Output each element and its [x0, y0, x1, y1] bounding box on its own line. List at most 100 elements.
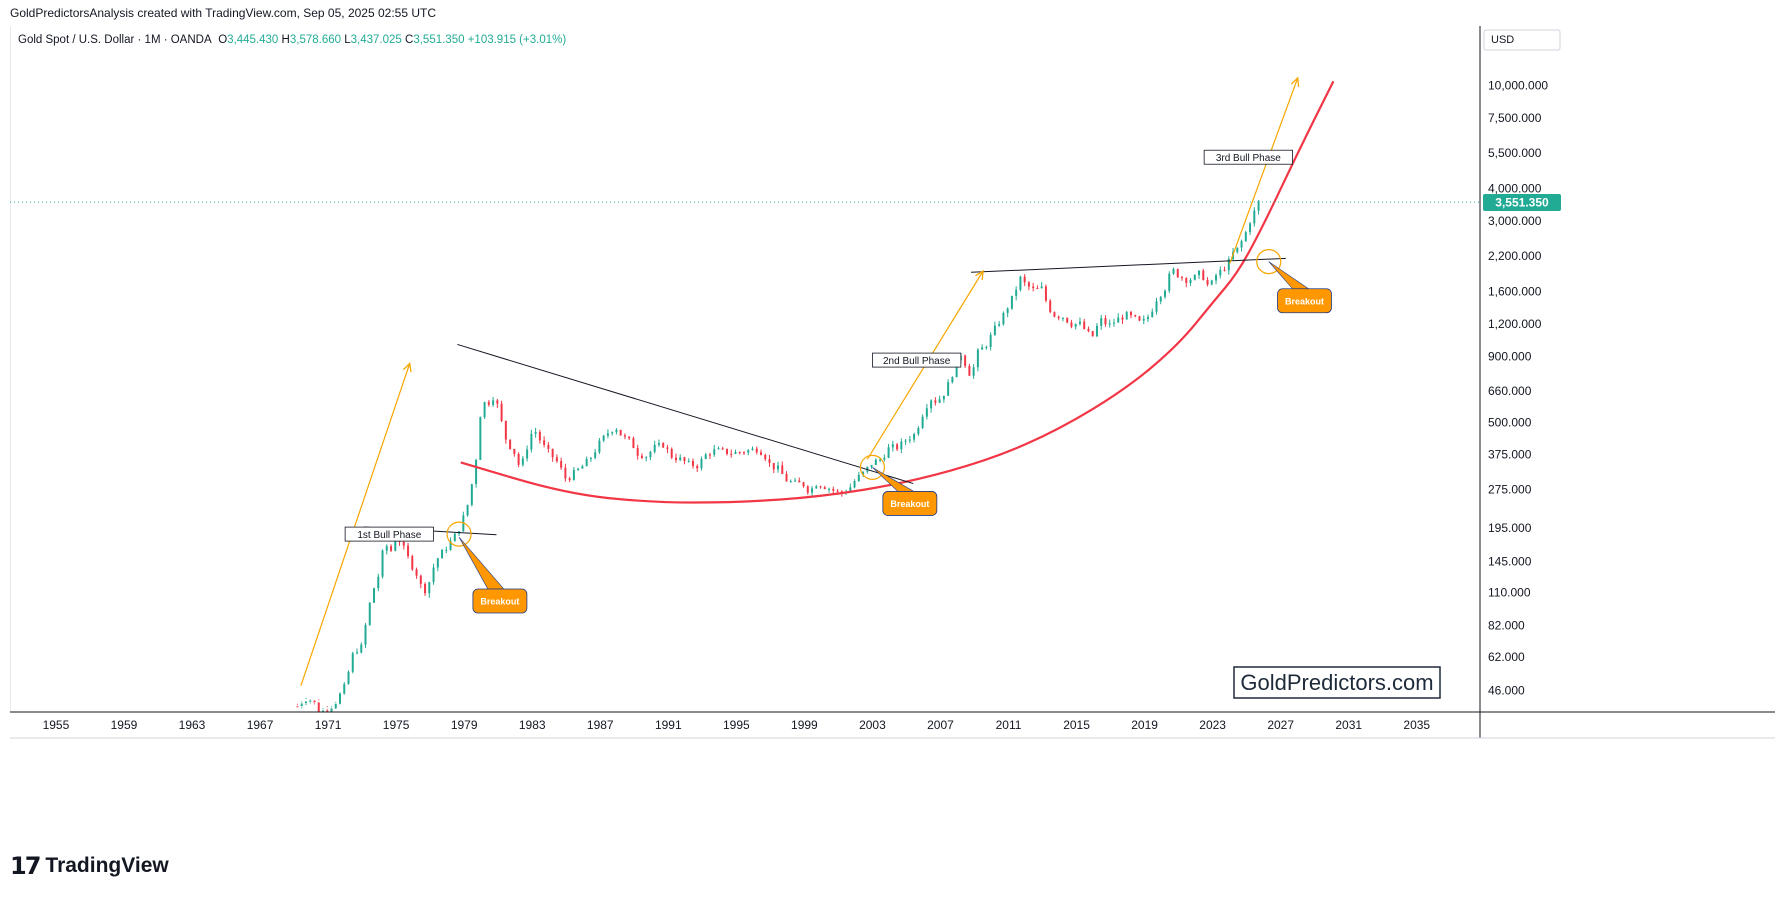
- x-tick-label: 2007: [927, 718, 954, 732]
- candle-body: [589, 457, 592, 459]
- candle-body: [1198, 270, 1201, 276]
- last-price-tag[interactable]: [1483, 194, 1561, 212]
- candle-body: [781, 465, 784, 474]
- low-value: 3,437.025: [350, 34, 402, 46]
- candle-body: [968, 365, 971, 376]
- attribution-text: GoldPredictorsAnalysis created with Trad…: [10, 6, 436, 20]
- breakout-circle[interactable]: [446, 521, 472, 547]
- candle-body: [768, 459, 771, 463]
- candle-body: [700, 458, 703, 469]
- candle-body: [798, 480, 801, 483]
- candle-body: [670, 448, 673, 458]
- candle-body: [360, 644, 363, 653]
- candle-body: [543, 440, 546, 445]
- candle-body: [721, 448, 724, 450]
- watermark-box[interactable]: [1233, 666, 1441, 699]
- y-tick-label: 660.000: [1488, 384, 1532, 398]
- parabolic-support-curve[interactable]: [460, 80, 1335, 504]
- candle-body: [619, 429, 622, 436]
- candle-body: [653, 444, 656, 452]
- candle-body: [1027, 282, 1030, 287]
- breakout-callout[interactable]: [882, 491, 938, 516]
- x-tick-label: 1983: [519, 718, 546, 732]
- candle-body: [581, 466, 584, 469]
- candle-body: [415, 569, 418, 576]
- candle-body: [1138, 316, 1141, 321]
- phase-label-box[interactable]: [872, 352, 962, 368]
- trendline[interactable]: [971, 257, 1286, 273]
- candle-body: [1070, 322, 1073, 327]
- candle-body: [1240, 241, 1243, 248]
- x-tick-label: 1967: [247, 718, 274, 732]
- candle-body: [811, 488, 814, 493]
- y-tick-label: 4,000.000: [1488, 182, 1542, 196]
- candle-body: [1227, 259, 1230, 271]
- candle-body: [649, 451, 652, 458]
- chart-area[interactable]: 1st Bull Phase 2nd Bull Phase 3rd Bull Pha…: [9, 26, 1775, 838]
- candle-body: [594, 452, 597, 458]
- candle-body: [466, 504, 469, 516]
- x-tick-label: 1999: [791, 718, 818, 732]
- x-tick-label: 1991: [655, 718, 682, 732]
- candle-body: [1040, 286, 1043, 289]
- breakout-circle[interactable]: [1256, 248, 1282, 275]
- breakout-callout[interactable]: [472, 588, 528, 614]
- candle-body: [913, 434, 916, 440]
- candles-group[interactable]: [296, 200, 1260, 717]
- symbol-title[interactable]: Gold Spot / U.S. Dollar · 1M · OANDA: [18, 34, 212, 46]
- candle-body: [921, 416, 924, 428]
- tradingview-logo[interactable]: 17 TradingView: [10, 852, 169, 880]
- candle-body: [925, 408, 928, 417]
- candle-body: [981, 347, 984, 350]
- plot-layer[interactable]: 1st Bull Phase 2nd Bull Phase 3rd Bull Pha…: [296, 78, 1335, 717]
- candle-body: [815, 486, 818, 489]
- bull-phase-arrow[interactable]: [300, 363, 410, 686]
- candle-body: [1244, 232, 1247, 242]
- candle-body: [645, 457, 648, 459]
- candle-body: [972, 367, 975, 376]
- candle-body: [1185, 278, 1188, 283]
- candle-body: [1087, 328, 1090, 332]
- candle-body: [407, 545, 410, 557]
- candle-body: [900, 441, 903, 450]
- chart-svg[interactable]: 1st Bull Phase 2nd Bull Phase 3rd Bull Pha…: [9, 26, 1775, 838]
- candle-body: [1129, 312, 1132, 316]
- candle-body: [313, 700, 316, 703]
- candle-body: [1253, 210, 1256, 224]
- candle-body: [998, 324, 1001, 326]
- candle-body: [832, 488, 835, 491]
- candle-body: [802, 482, 805, 487]
- x-tick-label: 1963: [179, 718, 206, 732]
- candle-body: [513, 448, 516, 454]
- phase-label-box[interactable]: [1203, 149, 1293, 165]
- candle-body: [1146, 316, 1149, 319]
- bull-phase-arrow[interactable]: [1229, 78, 1298, 264]
- currency-button[interactable]: [1483, 29, 1561, 51]
- candle-body: [1117, 317, 1120, 323]
- candle-body: [874, 459, 877, 465]
- candle-body: [394, 538, 397, 551]
- x-tick-label: 2023: [1199, 718, 1226, 732]
- candle-body: [908, 439, 911, 441]
- trendline[interactable]: [457, 343, 914, 485]
- candle-body: [449, 541, 452, 550]
- currency-label[interactable]: USD: [1491, 34, 1514, 46]
- candle-body: [985, 346, 988, 348]
- y-tick-label: 145.000: [1488, 554, 1532, 568]
- candle-body: [547, 444, 550, 449]
- symbol-legend: Gold Spot / U.S. Dollar · 1M · OANDA O3,…: [18, 34, 566, 46]
- candle-body: [615, 429, 618, 433]
- breakout-callout[interactable]: [1277, 288, 1332, 314]
- candle-body: [1083, 321, 1086, 329]
- candle-body: [419, 575, 422, 584]
- candle-body: [411, 556, 414, 570]
- x-tick-label: 2035: [1403, 718, 1430, 732]
- breakout-callout-text: Breakout: [890, 499, 929, 509]
- candle-body: [296, 706, 299, 708]
- candle-body: [819, 486, 822, 488]
- candle-body: [1151, 311, 1154, 317]
- breakout-circle[interactable]: [859, 454, 886, 480]
- candle-body: [309, 700, 312, 702]
- candle-body: [696, 465, 699, 469]
- phase-label-box[interactable]: [344, 526, 434, 542]
